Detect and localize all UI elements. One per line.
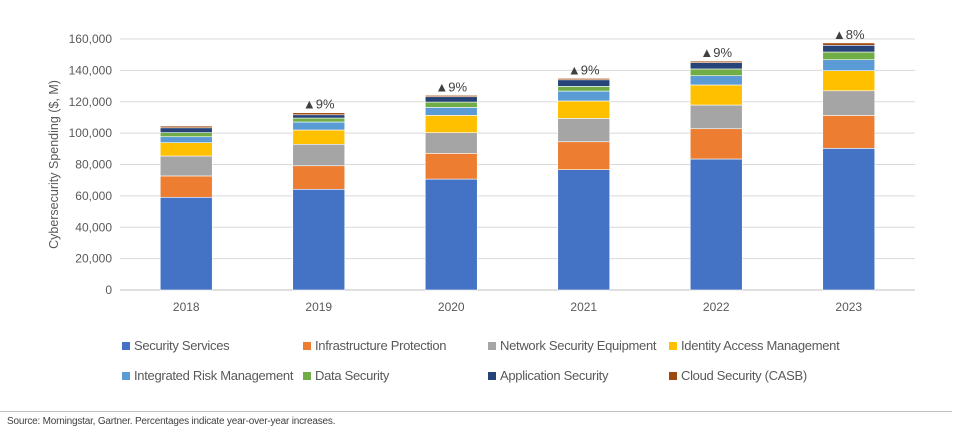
bar-segment — [292, 112, 346, 116]
legend-label: Security Services — [134, 338, 230, 353]
chart-legend: Security Services Infrastructure Protecti… — [122, 338, 840, 383]
bar-segment — [822, 42, 876, 46]
legend-item: Cloud Security (CASB) — [669, 368, 807, 383]
footer-divider — [0, 411, 952, 412]
bar-segment — [424, 178, 478, 291]
legend-swatch — [669, 341, 677, 350]
yoy-annotation: ▲9% — [568, 62, 600, 77]
bar-segment — [292, 188, 346, 291]
x-tick-label: 2020 — [438, 300, 465, 314]
y-tick-label: 60,000 — [75, 189, 112, 203]
bar-segment — [822, 90, 876, 116]
legend-item: Security Services — [122, 338, 230, 353]
legend-item: Identity Access Management — [669, 338, 840, 353]
legend-swatch — [488, 371, 496, 380]
legend-item: Infrastructure Protection — [303, 338, 447, 353]
y-tick-label: 80,000 — [75, 158, 112, 172]
legend-item: Data Security — [303, 368, 389, 383]
legend-swatch — [303, 371, 311, 380]
bar-segment — [557, 78, 611, 81]
bar-segment — [159, 125, 213, 129]
stacked-bar-chart: 0 20,000 40,000 60,000 80,000 100,000 120,000 1… — [47, 27, 915, 314]
y-axis-title: Cybersecurity Spending ($, M) — [47, 80, 61, 249]
legend-label: Network Security Equipment — [500, 338, 657, 353]
bar-segment — [689, 60, 743, 63]
legend-swatch — [488, 341, 496, 350]
bar-segment — [557, 169, 611, 291]
legend-swatch — [303, 341, 311, 350]
yoy-annotation: ▲9% — [303, 97, 335, 112]
legend-item: Integrated Risk Management — [122, 368, 293, 383]
x-tick-label: 2021 — [570, 300, 597, 314]
legend-swatch — [122, 341, 130, 350]
bar-segment — [689, 128, 743, 160]
legend-label: Data Security — [315, 368, 390, 383]
x-tick-label: 2019 — [305, 300, 332, 314]
legend-label: Identity Access Management — [681, 338, 840, 353]
y-tick-label: 0 — [105, 283, 112, 297]
yoy-annotation: ▲9% — [435, 79, 467, 94]
legend-label: Cloud Security (CASB) — [681, 368, 807, 383]
x-tick-label: 2023 — [835, 300, 862, 314]
legend-item: Application Security — [488, 368, 608, 383]
legend-label: Integrated Risk Management — [134, 368, 294, 383]
y-tick-label: 140,000 — [69, 63, 113, 77]
x-tick-label: 2018 — [173, 300, 200, 314]
y-tick-label: 40,000 — [75, 220, 112, 234]
y-tick-label: 160,000 — [69, 32, 113, 46]
bar-segment — [689, 158, 743, 291]
x-tick-label: 2022 — [703, 300, 730, 314]
bar-segment — [424, 153, 478, 180]
bar-segment — [822, 115, 876, 149]
y-tick-label: 100,000 — [69, 126, 113, 140]
legend-item: Network Security Equipment — [488, 338, 657, 353]
bar-segment — [159, 196, 213, 291]
source-note: Source: Morningstar, Gartner. Percentage… — [7, 416, 336, 427]
legend-swatch — [669, 371, 677, 380]
y-tick-label: 20,000 — [75, 252, 112, 266]
bar-segment — [424, 95, 478, 98]
yoy-annotation: ▲9% — [700, 45, 732, 60]
legend-swatch — [122, 371, 130, 380]
legend-label: Infrastructure Protection — [315, 338, 447, 353]
legend-label: Application Security — [500, 368, 609, 383]
yoy-annotation: ▲8% — [833, 27, 865, 42]
y-tick-label: 120,000 — [69, 95, 113, 109]
